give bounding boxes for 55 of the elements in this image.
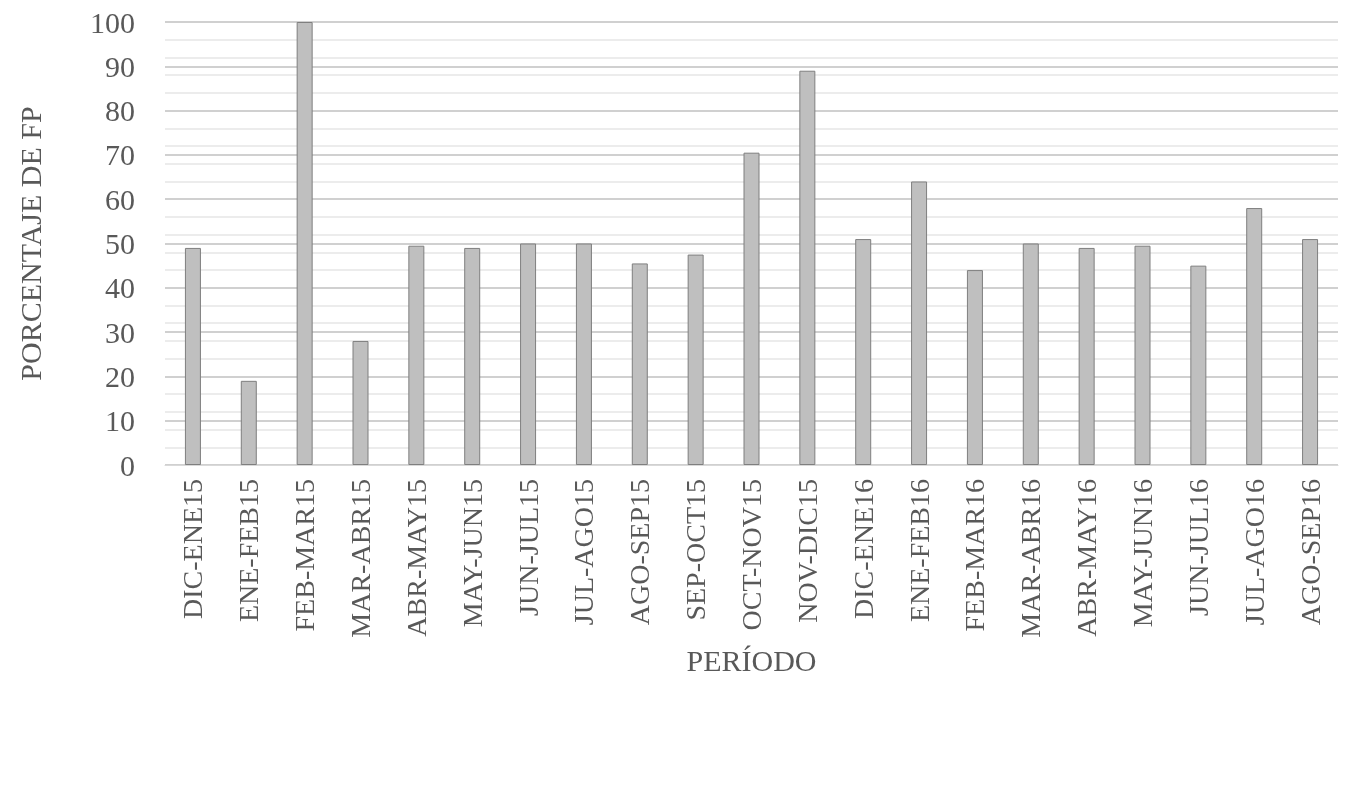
- x-tick-label: FEB-MAR15: [289, 479, 321, 632]
- bar: [1078, 247, 1095, 465]
- x-tick-label: OCT-NOV15: [736, 479, 767, 631]
- bar: [240, 380, 257, 465]
- y-tick-label: 60: [105, 182, 135, 216]
- bar: [1302, 239, 1319, 465]
- bar: [520, 243, 537, 465]
- bar: [855, 239, 872, 465]
- x-tick-label: JUN-JUL16: [1182, 479, 1214, 616]
- x-tick-label: JUN-JUL15: [512, 479, 544, 616]
- x-tick-label: DIC-ENE16: [847, 479, 879, 619]
- y-tick-label: 20: [105, 359, 135, 393]
- x-tick-label: ABR-MAY15: [400, 479, 432, 637]
- y-tick-label: 10: [105, 404, 135, 438]
- bar: [1022, 243, 1039, 465]
- bar: [1246, 208, 1263, 465]
- x-tick-label: ABR-MAY16: [1071, 479, 1103, 637]
- x-axis-title: PERÍODO: [686, 644, 817, 678]
- bar: [799, 70, 816, 465]
- bar: [966, 270, 983, 465]
- bar: [352, 340, 369, 465]
- y-axis-title: PORCENTAJE DE FP: [13, 106, 47, 381]
- bar: [408, 245, 425, 465]
- x-tick-label: ENE-FEB15: [233, 479, 265, 623]
- bar: [464, 247, 481, 465]
- x-tick-label: FEB-MAR16: [959, 479, 991, 632]
- y-tick-label: 50: [105, 227, 135, 260]
- x-tick-label: ENE-FEB16: [903, 479, 935, 623]
- bar: [743, 152, 760, 465]
- x-tick-label: JUL-AGO15: [568, 479, 600, 626]
- y-tick-label: 40: [105, 271, 135, 305]
- bar: [184, 247, 201, 465]
- bar: [631, 263, 648, 465]
- x-tick-label: MAR-ABR15: [345, 479, 376, 638]
- x-tick-label: MAY-JUN15: [456, 479, 488, 628]
- y-tick-label: 0: [120, 448, 135, 482]
- y-tick-label: 30: [105, 315, 135, 349]
- x-tick-label: AGO-SEP16: [1294, 479, 1326, 626]
- y-tick-label: 100: [90, 5, 135, 39]
- x-tick-label: JUL-AGO16: [1238, 479, 1270, 626]
- x-tick-label: MAY-JUN16: [1127, 479, 1158, 628]
- bar: [1190, 265, 1207, 465]
- x-tick-label: AGO-SEP15: [624, 479, 656, 626]
- x-tick-label: MAR-ABR16: [1015, 479, 1047, 638]
- bar: [575, 243, 592, 465]
- bar: [1134, 245, 1151, 465]
- y-tick-label: 90: [105, 49, 135, 83]
- x-tick-label: SEP-OCT15: [680, 479, 712, 621]
- bar: [296, 22, 313, 465]
- bar: [911, 181, 928, 465]
- x-tick-label: NOV-DIC15: [791, 479, 823, 623]
- x-tick-label: DIC-ENE15: [177, 479, 209, 619]
- y-tick-label: 80: [105, 94, 135, 128]
- y-tick-label: 70: [105, 138, 135, 172]
- bar: [687, 254, 704, 465]
